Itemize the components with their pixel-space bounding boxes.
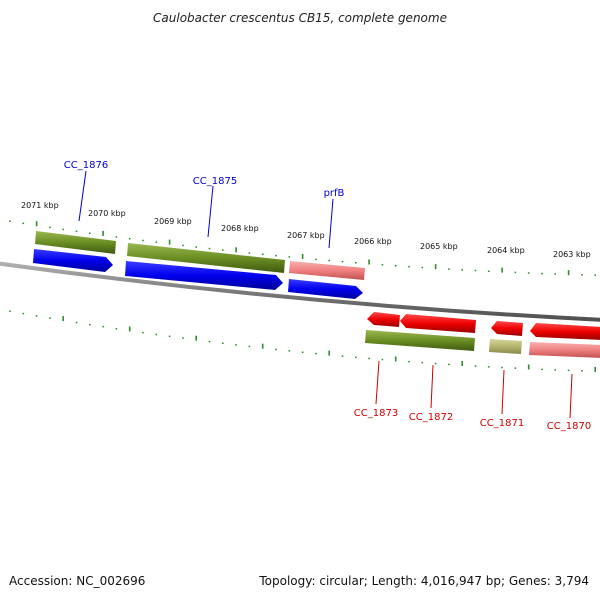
gene-label-group: CC_1873 CC_1872 CC_1871 CC_1870 — [354, 360, 591, 432]
pseudo-gene-feature[interactable] — [489, 339, 522, 354]
genome-backbone — [0, 261, 600, 322]
scale-label: 2064 kbp — [487, 246, 525, 255]
scale-label: 2067 kbp — [287, 231, 325, 240]
gene-feature[interactable] — [127, 243, 285, 273]
scale-labels: 2071 kbp 2070 kbp 2069 kbp 2068 kbp 2067… — [21, 201, 591, 259]
cds-arrow[interactable] — [125, 261, 283, 290]
rna-feature[interactable] — [289, 261, 365, 280]
tick-track-top — [9, 220, 597, 276]
gene-label-cc1873[interactable]: CC_1873 — [354, 408, 398, 419]
gene-label-cc1872[interactable]: CC_1872 — [409, 412, 453, 423]
cds-arrow[interactable] — [367, 312, 400, 327]
scale-label: 2070 kbp — [88, 209, 126, 218]
tick-track-bottom — [9, 310, 597, 372]
scale-label: 2063 kbp — [553, 250, 591, 259]
gene-label-group: CC_1876 CC_1875 prfB — [64, 160, 345, 249]
map-title: Caulobacter crescentus CB15, complete ge… — [153, 11, 447, 25]
gene-label-cc1876[interactable]: CC_1876 — [64, 160, 108, 171]
cds-arrow[interactable] — [33, 249, 113, 272]
gene-feature[interactable] — [365, 330, 475, 351]
cds-arrow[interactable] — [530, 323, 600, 340]
scale-label: 2066 kbp — [354, 237, 392, 246]
gene-label-cc1871[interactable]: CC_1871 — [480, 418, 524, 429]
scale-label: 2065 kbp — [420, 242, 458, 251]
gene-label-cc1870[interactable]: CC_1870 — [547, 421, 591, 432]
cds-arrow[interactable] — [491, 321, 523, 336]
topology-text: Topology: circular; Length: 4,016,947 bp… — [259, 574, 589, 588]
scale-label: 2071 kbp — [21, 201, 59, 210]
cds-arrow[interactable] — [400, 314, 476, 333]
rna-feature[interactable] — [529, 342, 600, 358]
accession-text: Accession: NC_002696 — [9, 574, 146, 588]
scale-label: 2069 kbp — [154, 217, 192, 226]
gene-feature[interactable] — [35, 231, 116, 254]
scale-label: 2068 kbp — [221, 224, 259, 233]
gene-label-prfb[interactable]: prfB — [324, 188, 345, 199]
cds-arrow[interactable] — [288, 279, 363, 299]
gene-label-cc1875[interactable]: CC_1875 — [193, 176, 237, 187]
